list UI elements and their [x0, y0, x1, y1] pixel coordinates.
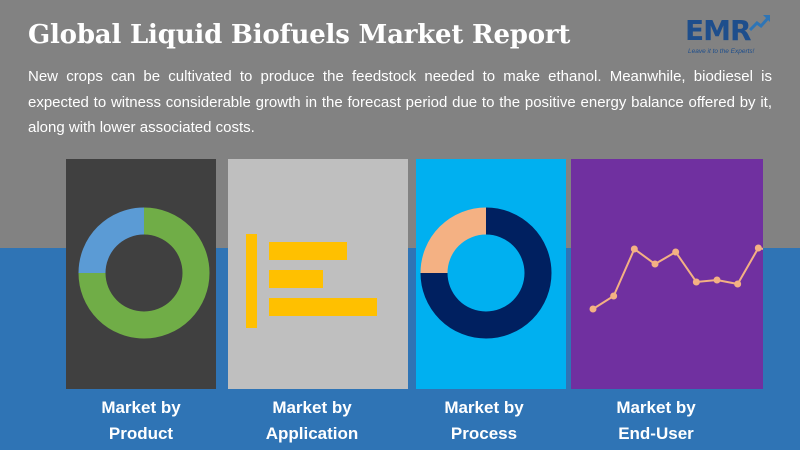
report-description: New crops can be cultivated to produce t… — [28, 68, 772, 136]
line-point — [692, 278, 700, 286]
label-line-1: Market by — [444, 398, 524, 417]
panel-process — [416, 159, 566, 389]
bar-chart-icon — [246, 234, 377, 328]
emr-logo: EMR Leave it to the Experts! — [678, 10, 774, 60]
panel-product — [66, 159, 216, 389]
line-point — [754, 244, 762, 252]
report-title: Global Liquid Biofuels Market Report — [28, 20, 571, 50]
label-market-by-product: Market by Product — [66, 395, 216, 447]
label-line-2: Product — [108, 424, 174, 443]
donut-segment — [420, 207, 552, 339]
logo-text: EMR — [685, 14, 752, 47]
line-point — [630, 245, 638, 253]
bar — [269, 270, 323, 288]
line-point — [713, 276, 721, 284]
donut-segment — [78, 207, 145, 274]
panel-application — [228, 159, 408, 389]
donut-chart-icon — [78, 207, 210, 339]
line-point — [589, 305, 597, 313]
panel-enduser — [571, 159, 763, 389]
label-line-2: End-User — [618, 424, 694, 443]
label-line-1: Market by — [616, 398, 696, 417]
label-market-by-process: Market by Process — [409, 395, 559, 447]
label-market-by-enduser: Market by End-User — [581, 395, 731, 447]
line-chart-icon — [589, 244, 763, 313]
growth-arrow-icon — [748, 15, 771, 32]
line-point — [672, 248, 680, 256]
label-line-2: Process — [450, 424, 518, 443]
donut-chart-icon — [420, 207, 552, 339]
line-point — [734, 280, 742, 288]
donut-segment — [78, 207, 210, 339]
label-line-1: Market by — [272, 398, 352, 417]
line-series — [592, 246, 763, 310]
label-market-by-application: Market by Application — [237, 395, 387, 447]
bar-axis — [246, 234, 257, 328]
line-point — [651, 260, 659, 268]
label-line-1: Market by — [101, 398, 181, 417]
logo-tagline: Leave it to the Experts! — [688, 48, 755, 55]
label-line-2: Application — [265, 424, 359, 443]
line-point — [610, 292, 618, 300]
bar — [269, 242, 347, 260]
bar — [269, 298, 377, 316]
donut-segment — [420, 207, 487, 274]
